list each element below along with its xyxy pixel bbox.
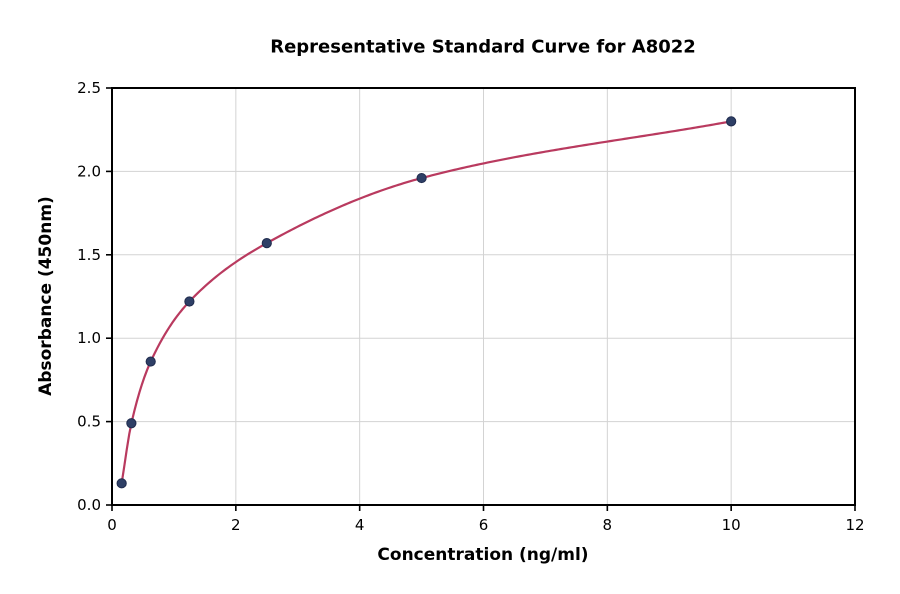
x-tick-label: 4: [355, 516, 365, 534]
y-tick-label: 1.5: [77, 246, 101, 264]
x-axis-label: Concentration (ng/ml): [377, 545, 589, 565]
data-point: [126, 418, 137, 429]
x-tick-label: 2: [231, 516, 241, 534]
fitted-curve: [120, 120, 733, 485]
plot-border: [111, 87, 856, 506]
y-tick-label: 2.5: [77, 79, 101, 97]
y-tick-label: 2.0: [77, 162, 101, 180]
data-point: [145, 356, 156, 367]
x-tick-label: 10: [722, 516, 741, 534]
data-point: [726, 116, 737, 127]
data-point: [184, 296, 195, 307]
data-point: [261, 238, 272, 249]
x-tick-label: 8: [603, 516, 613, 534]
data-point: [116, 478, 127, 489]
chart-title: Representative Standard Curve for A8022: [270, 36, 696, 58]
data-point: [416, 172, 427, 184]
x-tick-label: 0: [107, 516, 117, 534]
y-tick-label: 0.0: [77, 496, 101, 514]
x-tick-label: 6: [479, 516, 489, 534]
y-tick-label: 0.5: [77, 413, 101, 431]
y-tick-label: 1.0: [77, 329, 101, 347]
x-tick-label: 12: [845, 516, 864, 534]
